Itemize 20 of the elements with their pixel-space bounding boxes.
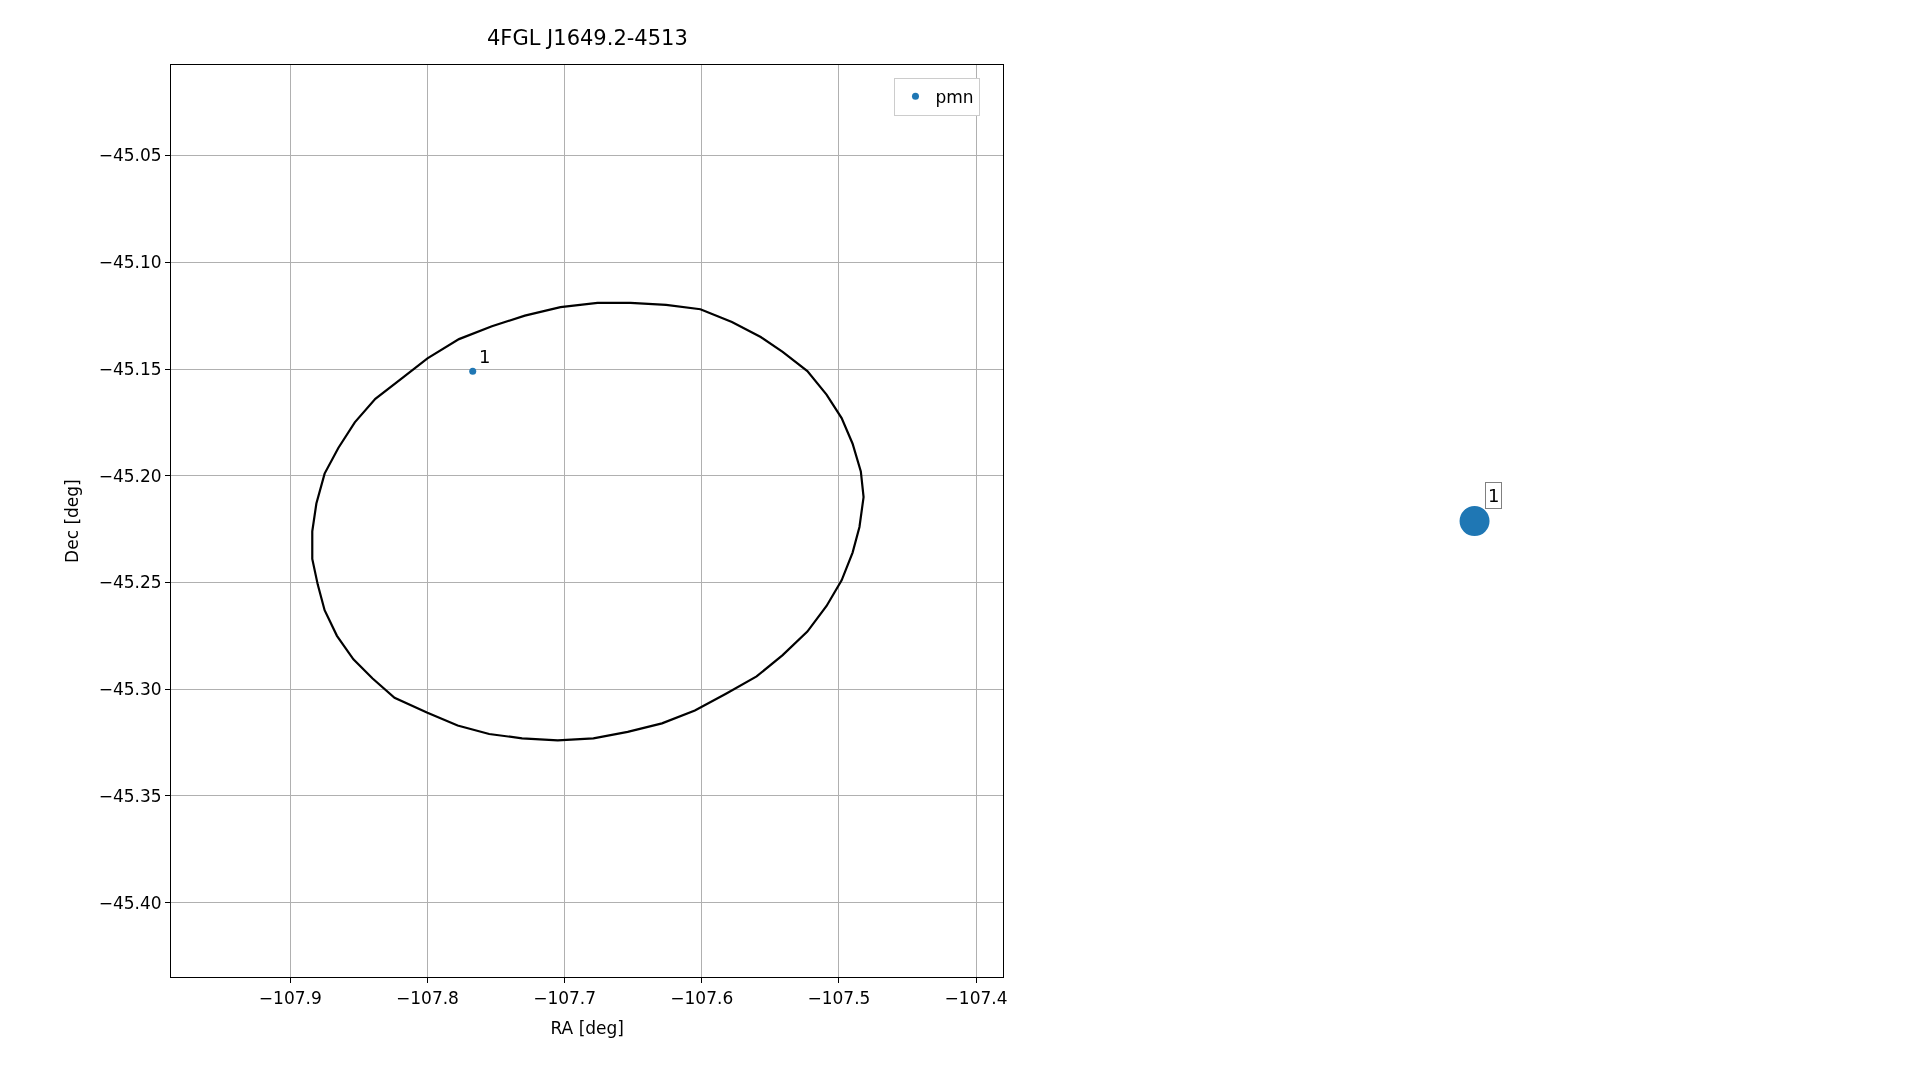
y-tick-label: −45.25 xyxy=(98,572,162,593)
y-tick-label: −45.10 xyxy=(98,252,162,273)
x-axis-title: RA [deg] xyxy=(550,1018,624,1039)
x-tick-label: −107.6 xyxy=(670,987,734,1008)
annotation: 1 xyxy=(479,346,491,367)
x-tick-label: −107.5 xyxy=(807,987,871,1008)
x-tick-label: −107.9 xyxy=(258,987,322,1008)
y-tick-label: −45.40 xyxy=(98,892,162,913)
legend-label: pmn xyxy=(935,86,974,107)
y-tick-label: −45.30 xyxy=(98,679,162,700)
x-tick-label: −107.4 xyxy=(944,987,1008,1008)
x-tick-label: −107.7 xyxy=(533,987,597,1008)
y-axis-title: Dec [deg] xyxy=(62,479,83,563)
y-tick-label: −45.05 xyxy=(98,145,162,166)
y-tick-label: −45.20 xyxy=(98,465,162,486)
x-tick-label: −107.8 xyxy=(396,987,459,1008)
y-tick-label: −45.15 xyxy=(98,358,162,379)
y-tick-label: −45.35 xyxy=(98,785,162,806)
text: 1 xyxy=(1488,485,1500,506)
chart-title: 4FGL J1649.2-4513 xyxy=(487,26,688,50)
